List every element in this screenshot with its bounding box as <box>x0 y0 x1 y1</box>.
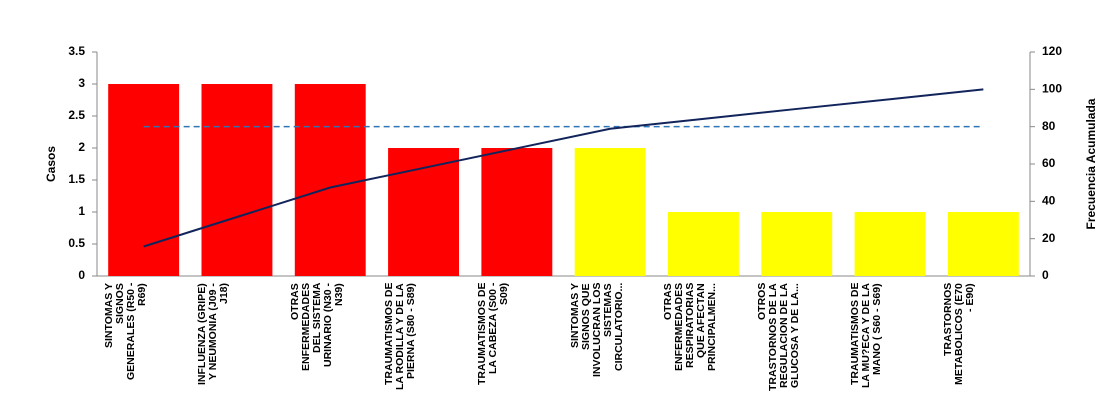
y2-tick-label: 40 <box>1042 194 1056 208</box>
x-tick-label: TRAUMATISMOS DE LA MU?ECA Y DE LA MANO (… <box>850 283 884 389</box>
y2-tick-label: 60 <box>1042 156 1056 170</box>
x-tick-label: INFLUENZA (GRIPE) Y NEUMONIA (J09 - J18) <box>196 283 230 385</box>
y-axis-title: Casos <box>44 146 58 182</box>
y-tick-label: 3 <box>78 76 85 90</box>
bar <box>947 212 1019 276</box>
x-tick-label: TRAUMATISMOS DE LA RODILLA Y DE LA PIERN… <box>383 283 417 390</box>
y-tick-label: 0 <box>78 268 85 282</box>
bar <box>854 212 926 276</box>
bar <box>294 84 366 276</box>
y2-axis-title: Frecuencia Acumulada <box>1084 98 1098 229</box>
bar <box>388 148 460 276</box>
y2-tick-label: 20 <box>1042 231 1056 245</box>
x-tick-label: TRAUMATISMOS DE LA CABEZA (S00 - S09) <box>476 283 510 386</box>
x-tick-label: SINTOMAS Y SIGNOS QUE INVOLUCRAN LOS SIS… <box>570 283 626 378</box>
bar <box>667 212 739 276</box>
bar <box>108 84 180 276</box>
y2-tick-label: 80 <box>1042 119 1056 133</box>
x-tick-label: OTROS TRASTORNOS DE LA REGULACION DE LA … <box>756 283 801 391</box>
y-tick-label: 2.5 <box>68 108 85 122</box>
y-tick-label: 3.5 <box>68 44 85 58</box>
y2-tick-label: 100 <box>1042 82 1062 96</box>
y2-tick-label: 0 <box>1042 268 1049 282</box>
x-tick-label: SINTOMAS Y SIGNOS GENERALES (R50 - R69) <box>103 283 148 381</box>
y-tick-label: 2 <box>78 140 85 154</box>
bar <box>481 148 553 276</box>
x-tick-label: TRASTORNOS METABOLICOS (E70 - E90) <box>943 283 977 385</box>
bar <box>201 84 273 276</box>
y-tick-label: 1 <box>78 204 85 218</box>
y-tick-label: 1.5 <box>68 172 85 186</box>
bar <box>761 212 833 276</box>
x-tick-label: OTRAS ENFERMEDADES RESPIRATORIAS QUE AFE… <box>663 283 719 372</box>
cumulative-line <box>143 88 984 248</box>
bar <box>574 148 646 276</box>
y2-tick-label: 120 <box>1042 44 1062 58</box>
x-tick-label: OTRAS ENFERMEDADES DEL SISTEMA URINARIO … <box>290 283 346 372</box>
y-tick-label: 0.5 <box>68 236 85 250</box>
